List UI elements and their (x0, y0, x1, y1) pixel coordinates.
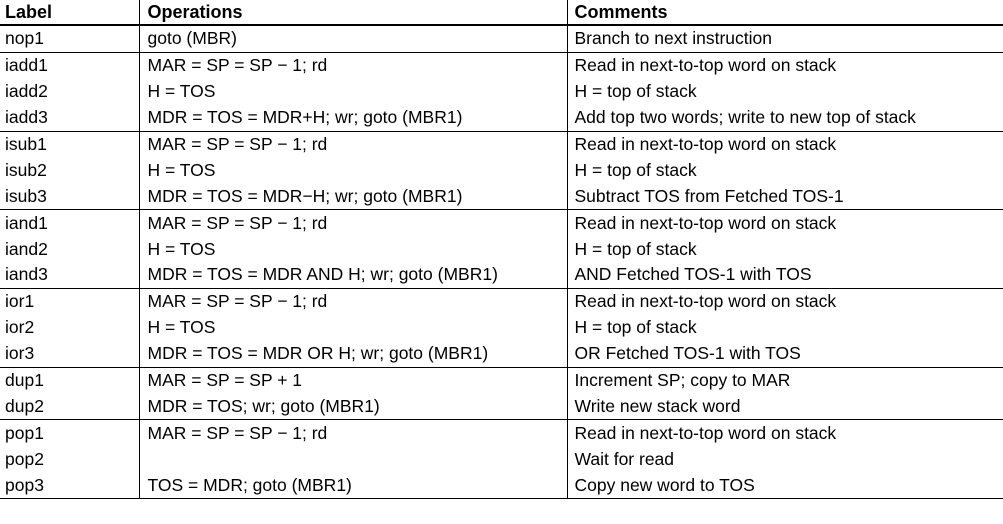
label-cell: nop1 (0, 24, 140, 53)
label-cell: iand2 (0, 236, 140, 263)
table-row: dup2 MDR = TOS; wr; goto (MBR1) Write ne… (0, 393, 1003, 420)
comments-cell: Increment SP; copy to MAR (567, 366, 1003, 394)
table-row: pop1 MAR = SP = SP − 1; rd Read in next-… (0, 419, 1003, 447)
operations-cell: TOS = MDR; goto (MBR1) (139, 472, 568, 500)
comments-cell: Read in next-to-top word on stack (567, 287, 1003, 315)
operations-cell: MAR = SP = SP − 1; rd (139, 130, 568, 158)
operations-cell: MAR = SP = SP − 1; rd (139, 419, 568, 447)
table-row: iadd1 MAR = SP = SP − 1; rd Read in next… (0, 51, 1003, 79)
label-cell: pop2 (0, 446, 140, 473)
comments-cell: H = top of stack (574, 159, 697, 180)
operations-cell: H = TOS (139, 157, 568, 184)
comments-column-header: Comments (567, 0, 1003, 26)
table-row: nop1 goto (MBR) Branch to next instructi… (0, 24, 1003, 53)
operations-cell: H = TOS (139, 78, 568, 105)
comments-cell: H = top of stack (574, 238, 697, 259)
table-row: pop2 Wait for read (0, 446, 1003, 473)
table-row: ior3 MDR = TOS = MDR OR H; wr; goto (MBR… (0, 340, 1003, 368)
operations-cell: MAR = SP = SP + 1 (139, 366, 568, 394)
label-cell: iadd3 (0, 104, 140, 132)
operations-cell: MAR = SP = SP − 1; rd (139, 51, 568, 79)
operations-cell: MDR = TOS = MDR+H; wr; goto (MBR1) (139, 104, 568, 132)
table-row: dup1 MAR = SP = SP + 1 Increment SP; cop… (0, 366, 1003, 394)
microcode-table: Label Operations Comments nop1 goto (MBR… (0, 0, 1003, 500)
operations-cell (139, 446, 568, 473)
label-cell: iand1 (0, 209, 140, 237)
comments-cell: Write new stack word (574, 395, 741, 416)
operations-cell: H = TOS (139, 314, 568, 341)
table-row: iand1 MAR = SP = SP − 1; rd Read in next… (0, 209, 1003, 237)
operations-cell: goto (MBR) (139, 24, 568, 53)
table-row: iadd3 MDR = TOS = MDR+H; wr; goto (MBR1)… (0, 104, 1003, 132)
label-cell: iadd2 (0, 78, 140, 105)
operations-cell: MDR = TOS = MDR OR H; wr; goto (MBR1) (139, 340, 568, 368)
operations-cell: MAR = SP = SP − 1; rd (139, 287, 568, 315)
comments-cell: Read in next-to-top word on stack (567, 209, 1003, 237)
comments-cell: Branch to next instruction (567, 24, 1003, 53)
comments-cell: Read in next-to-top word on stack (567, 419, 1003, 447)
label-cell: iand3 (0, 262, 140, 289)
comments-cell: Read in next-to-top word on stack (567, 51, 1003, 79)
label-cell: isub2 (0, 157, 140, 184)
comments-cell: Add top two words; write to new top of s… (574, 107, 916, 128)
comments-cell: H = top of stack (574, 317, 697, 338)
label-cell: ior2 (0, 314, 140, 341)
operations-cell: H = TOS (139, 236, 568, 263)
header-row: Label Operations Comments (0, 0, 1003, 26)
table-row: isub1 MAR = SP = SP − 1; rd Read in next… (0, 130, 1003, 158)
operations-cell: MDR = TOS = MDR−H; wr; goto (MBR1) (139, 183, 568, 210)
table-row: ior1 MAR = SP = SP − 1; rd Read in next-… (0, 287, 1003, 315)
comments-cell: Copy new word to TOS (567, 472, 1003, 500)
table-row: iadd2 H = TOS H = top of stack (0, 78, 1003, 105)
operations-cell: MDR = TOS; wr; goto (MBR1) (139, 393, 568, 420)
comments-cell: Read in next-to-top word on stack (567, 130, 1003, 158)
label-cell: iadd1 (0, 51, 140, 79)
table-row: pop3 TOS = MDR; goto (MBR1) Copy new wor… (0, 472, 1003, 500)
operations-cell: MAR = SP = SP − 1; rd (139, 209, 568, 237)
label-cell: isub3 (0, 183, 140, 210)
table-row: isub3 MDR = TOS = MDR−H; wr; goto (MBR1)… (0, 183, 1003, 210)
comments-cell: Wait for read (574, 448, 675, 469)
operations-cell: MDR = TOS = MDR AND H; wr; goto (MBR1) (139, 262, 568, 289)
label-cell: isub1 (0, 130, 140, 158)
table-row: ior2 H = TOS H = top of stack (0, 314, 1003, 341)
label-cell: ior1 (0, 287, 140, 315)
label-cell: ior3 (0, 340, 140, 368)
label-cell: dup2 (0, 393, 140, 420)
operations-column-header: Operations (139, 0, 568, 26)
comments-cell: Subtract TOS from Fetched TOS-1 (574, 185, 844, 206)
label-cell: pop1 (0, 419, 140, 447)
label-column-header: Label (0, 0, 140, 26)
label-cell: pop3 (0, 472, 140, 500)
label-cell: dup1 (0, 366, 140, 394)
table-row: isub2 H = TOS H = top of stack (0, 157, 1003, 184)
comments-cell: AND Fetched TOS-1 with TOS (574, 264, 812, 285)
table-row: iand2 H = TOS H = top of stack (0, 236, 1003, 263)
table-row: iand3 MDR = TOS = MDR AND H; wr; goto (M… (0, 262, 1003, 289)
comments-cell: H = top of stack (574, 81, 697, 102)
comments-cell: OR Fetched TOS-1 with TOS (574, 343, 801, 364)
